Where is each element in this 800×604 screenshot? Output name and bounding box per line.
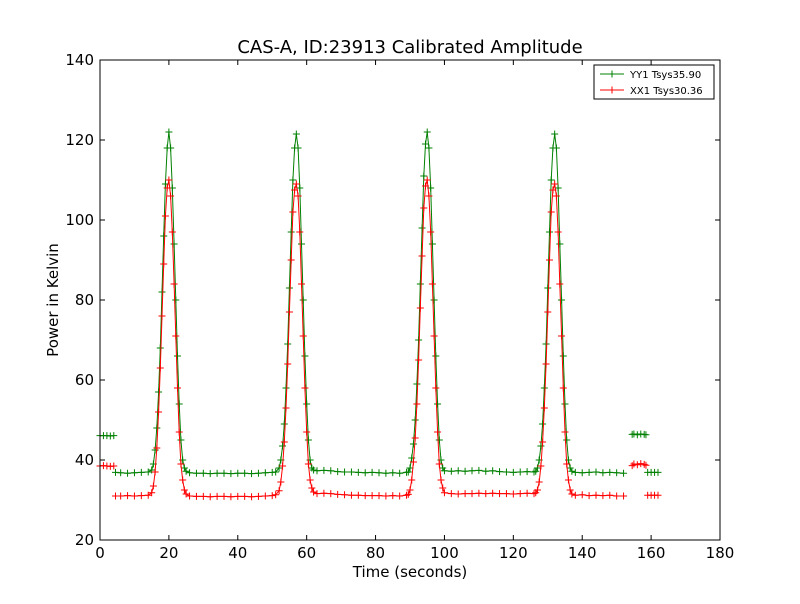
x-tick-label: 140	[568, 544, 597, 562]
y-tick-label: 60	[75, 371, 94, 389]
x-tick-label: 0	[95, 544, 105, 562]
x-tick-label: 180	[706, 544, 735, 562]
y-tick-label: 20	[75, 531, 94, 549]
x-tick-label: 100	[430, 544, 459, 562]
legend-label: YY1 Tsys35.90	[629, 70, 701, 81]
y-tick-label: 120	[65, 131, 94, 149]
legend: YY1 Tsys35.90 XX1 Tsys30.36	[594, 65, 714, 99]
chart-title: CAS-A, ID:23913 Calibrated Amplitude	[237, 37, 582, 58]
y-tick-label: 100	[65, 211, 94, 229]
y-tick-label: 80	[75, 291, 94, 309]
x-axis-label: Time (seconds)	[352, 563, 468, 581]
y-tick-label: 140	[65, 51, 94, 69]
x-tick-label: 60	[297, 544, 316, 562]
x-tick-label: 20	[159, 544, 178, 562]
x-tick-label: 160	[637, 544, 666, 562]
x-tick-label: 40	[228, 544, 247, 562]
y-tick-label: 40	[75, 451, 94, 469]
legend-label: XX1 Tsys30.36	[630, 86, 703, 97]
y-axis-label: Power in Kelvin	[44, 243, 62, 357]
x-tick-label: 80	[366, 544, 385, 562]
x-tick-label: 120	[499, 544, 528, 562]
